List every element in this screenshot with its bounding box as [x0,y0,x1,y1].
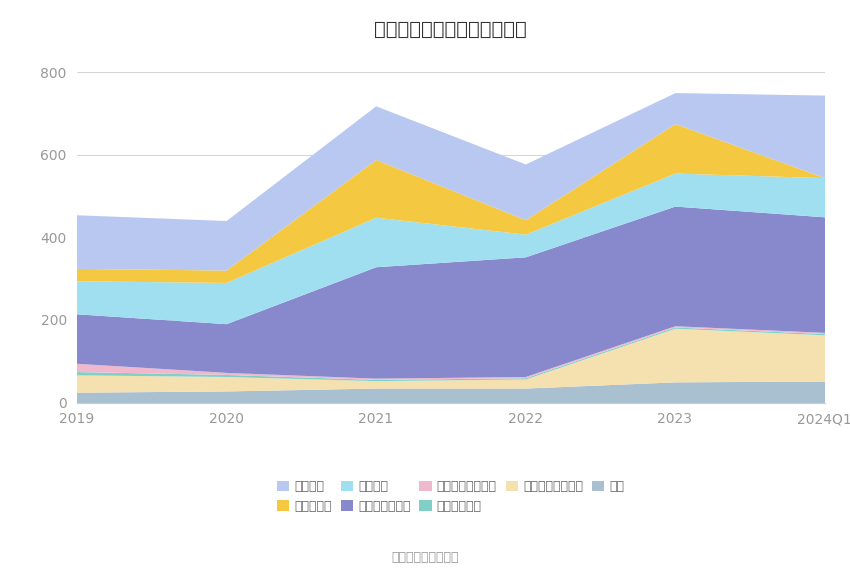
Text: 数据来源：恒生聚源: 数据来源：恒生聚源 [391,551,459,564]
Title: 历年主要资产堆积图（亿元）: 历年主要资产堆积图（亿元） [374,20,527,39]
Legend: 货币资金, 结算备付金, 融出资金, 交易性金融资产, 买入返售金融资产, 债权投资合计, 其他债权投资合计, 其它: 货币资金, 结算备付金, 融出资金, 交易性金融资产, 买入返售金融资产, 债权… [272,476,629,518]
